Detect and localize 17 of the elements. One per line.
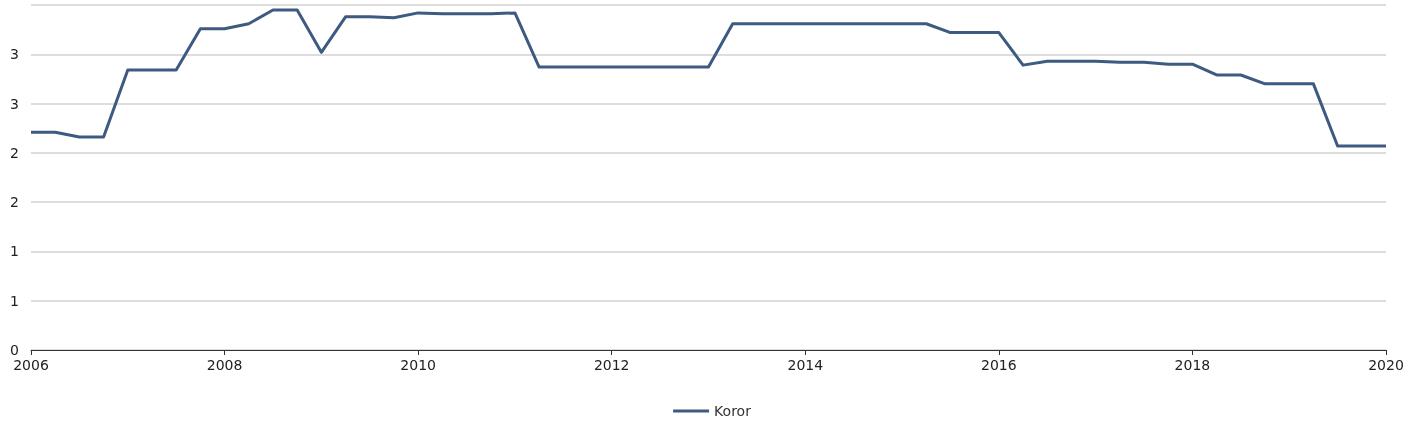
x-tick-label: 2012 [593, 357, 630, 373]
x-tick-label: 2014 [787, 357, 824, 373]
y-tick-label: 1 [10, 243, 19, 260]
x-tick-label: 2006 [13, 357, 49, 373]
line-series [29, 8, 1388, 148]
x-tick-label: 2018 [1174, 357, 1211, 373]
y-tick-label: 2 [10, 194, 19, 211]
x-tick-label: 2010 [400, 357, 436, 373]
x-tick-label: 2020 [1368, 357, 1404, 373]
x-tick-label: 2016 [981, 357, 1017, 373]
y-tick-label: 3 [10, 46, 19, 63]
legend-label: Koror [714, 403, 752, 419]
y-tick-label: 2 [10, 144, 19, 161]
x-tick-label: 2008 [206, 357, 243, 373]
y-tick-label: 3 [10, 95, 19, 112]
y-tick-label: 0 [10, 342, 19, 358]
y-tick-label: 1 [10, 292, 19, 309]
